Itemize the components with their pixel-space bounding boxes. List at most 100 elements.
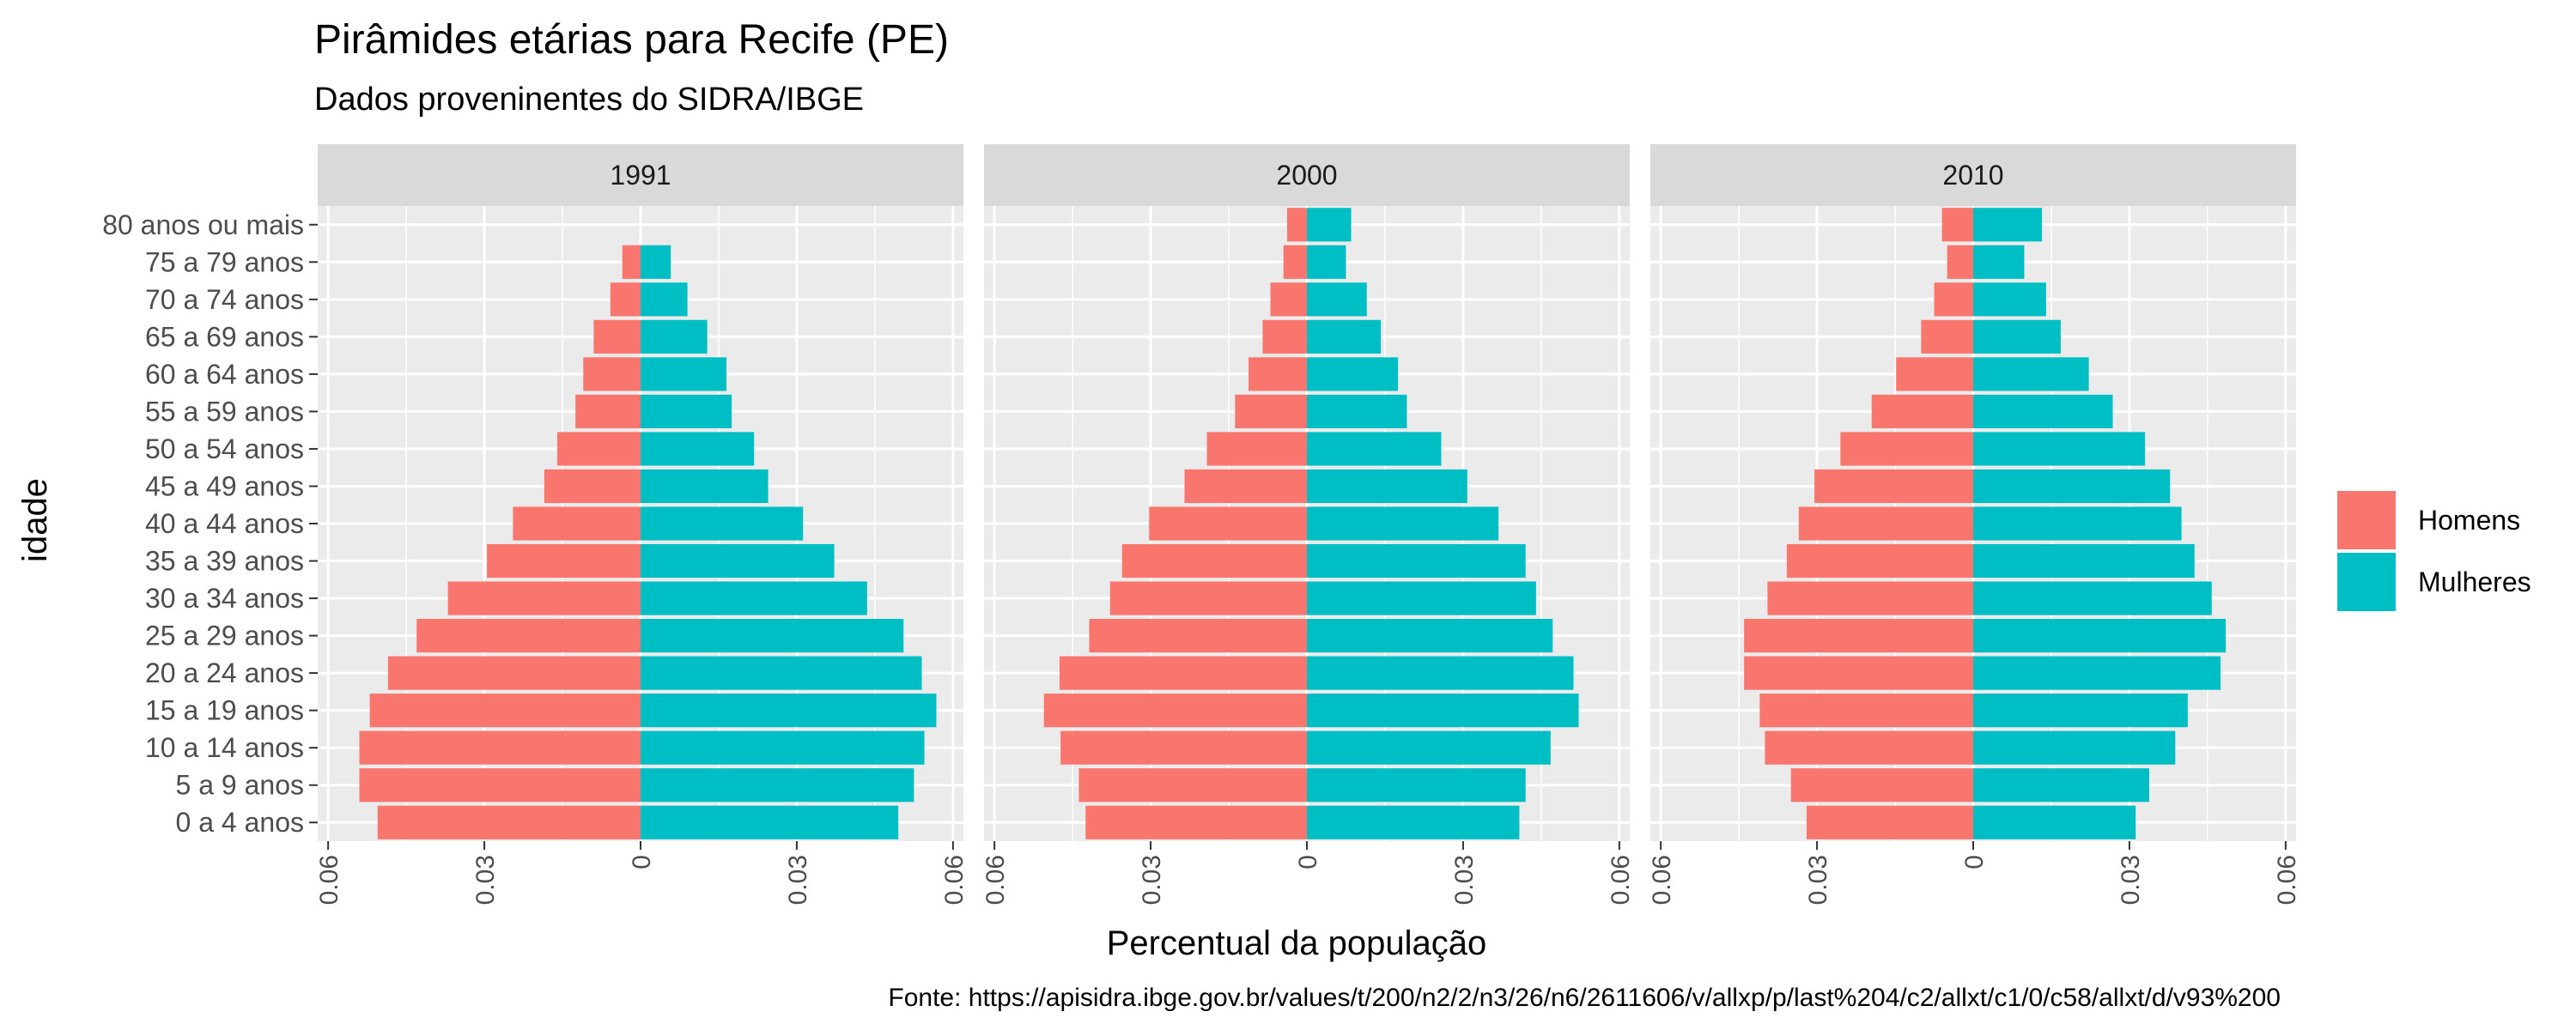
facet-strip-label: 2000	[1276, 160, 1337, 191]
chart-subtitle: Dados proveninentes do SIDRA/IBGE	[314, 82, 864, 118]
x-tick-label: 0.03	[2117, 855, 2145, 905]
bar-mulheres	[1973, 694, 2188, 728]
bar-mulheres	[1973, 282, 2046, 317]
bar-homens	[416, 619, 641, 653]
bar-homens	[447, 581, 641, 615]
bar-homens	[1759, 694, 1973, 728]
bar-mulheres	[1973, 581, 2212, 615]
x-tick-label: 0.06	[981, 855, 1010, 905]
bar-homens	[387, 656, 641, 690]
bar-mulheres	[641, 656, 922, 690]
bar-mulheres	[1307, 619, 1553, 653]
bar-homens	[1149, 506, 1307, 541]
bar-mulheres	[1307, 730, 1551, 765]
y-axis: 0 a 4 anos 5 a 9 anos 10 a 14 anos 15 a 19 …	[102, 209, 318, 838]
y-tick-label: 65 a 69 anos	[145, 321, 304, 352]
y-tick-label: 45 a 49 anos	[145, 470, 304, 501]
facet-strip	[984, 144, 1630, 206]
bar-mulheres	[1307, 469, 1467, 504]
bar-homens	[1871, 394, 1973, 428]
bar-homens	[1765, 730, 1973, 765]
x-tick-label: 0.06	[940, 855, 969, 905]
bar-mulheres	[641, 581, 867, 615]
bar-mulheres	[1307, 543, 1526, 579]
bar-homens	[487, 543, 641, 579]
bar-mulheres	[1307, 282, 1367, 317]
bar-mulheres	[641, 357, 727, 391]
chart-caption: Fonte: https://apisidra.ibge.gov.br/valu…	[888, 984, 2281, 1012]
bar-mulheres	[1973, 394, 2113, 428]
facet-strip-label: 1991	[610, 160, 671, 191]
bar-homens	[1767, 581, 1973, 615]
bar-mulheres	[1973, 506, 2182, 541]
facet-strip-label: 2010	[1942, 160, 2003, 191]
bar-homens	[359, 730, 641, 765]
bar-homens	[1840, 432, 1973, 466]
bar-mulheres	[1973, 768, 2149, 803]
bar-mulheres	[1307, 768, 1526, 803]
bar-homens	[1121, 543, 1307, 579]
y-tick-label: 5 a 9 anos	[176, 770, 304, 801]
bar-mulheres	[1973, 469, 2171, 504]
y-tick-label: 30 a 34 anos	[145, 583, 304, 614]
bar-mulheres	[1307, 319, 1382, 354]
facet-panel-2010: 2010 0.06 0.03 0 0.03 0.06	[1648, 144, 2301, 905]
bar-homens	[1270, 282, 1307, 317]
bar-mulheres	[1307, 694, 1579, 728]
y-axis-label: idade	[16, 478, 54, 562]
facet-strip	[318, 144, 963, 206]
bar-mulheres	[1973, 730, 2176, 765]
x-tick-label: 0.06	[2273, 855, 2301, 905]
bar-mulheres	[1307, 208, 1352, 242]
y-tick-label: 35 a 39 anos	[145, 546, 304, 577]
x-tick-label: 0.06	[1607, 855, 1635, 905]
bar-mulheres	[641, 432, 755, 466]
bar-mulheres	[1307, 805, 1520, 839]
y-tick-label: 75 a 79 anos	[145, 246, 304, 277]
bar-homens	[1934, 282, 1973, 317]
bar-homens	[556, 432, 641, 466]
chart-title: Pirâmides etárias para Recife (PE)	[314, 17, 949, 63]
legend-key-mulheres	[2337, 553, 2396, 611]
bar-homens	[1896, 357, 1973, 391]
y-tick-label: 10 a 14 anos	[145, 732, 304, 763]
bar-mulheres	[1307, 656, 1574, 690]
bar-homens	[1078, 768, 1307, 803]
bar-mulheres	[641, 730, 925, 765]
facet-panels: 1991 0.06 0.03 0 0.03 0.06 2000 0.06 0.03 0 0.03 0.…	[315, 144, 2301, 905]
bar-mulheres	[1307, 506, 1499, 541]
bar-homens	[583, 357, 641, 391]
bar-mulheres	[1307, 357, 1399, 391]
bar-homens	[377, 805, 641, 839]
x-tick-label: 0.03	[1450, 855, 1479, 905]
facet-strip	[1650, 144, 2296, 206]
bar-mulheres	[1973, 656, 2221, 690]
bar-homens	[359, 768, 641, 803]
bar-mulheres	[1307, 245, 1346, 279]
y-tick-label: 25 a 29 anos	[145, 621, 304, 651]
bar-homens	[1059, 656, 1307, 690]
bar-homens	[1089, 619, 1307, 653]
bar-mulheres	[641, 768, 914, 803]
x-tick-label: 0	[1294, 855, 1322, 869]
x-tick-label: 0.03	[1138, 855, 1166, 905]
bar-homens	[1744, 656, 1973, 690]
bar-mulheres	[641, 282, 688, 317]
legend-key-homens	[2337, 491, 2396, 549]
y-tick-label: 15 a 19 anos	[145, 695, 304, 726]
bar-homens	[1947, 245, 1973, 279]
bar-mulheres	[641, 319, 708, 354]
bar-homens	[1806, 805, 1973, 839]
bar-mulheres	[1307, 432, 1442, 466]
bar-mulheres	[1973, 357, 2089, 391]
y-tick-label: 50 a 54 anos	[145, 433, 304, 464]
bar-homens	[369, 694, 641, 728]
bar-mulheres	[1973, 543, 2195, 579]
bar-mulheres	[1307, 581, 1536, 615]
x-tick-label: 0.06	[1648, 855, 1676, 905]
bar-homens	[1262, 319, 1307, 354]
x-axis-label: Percentual da população	[1107, 924, 1487, 962]
facet-panel-2000: 2000 0.06 0.03 0 0.03 0.06	[981, 144, 1635, 905]
bar-mulheres	[641, 543, 835, 579]
